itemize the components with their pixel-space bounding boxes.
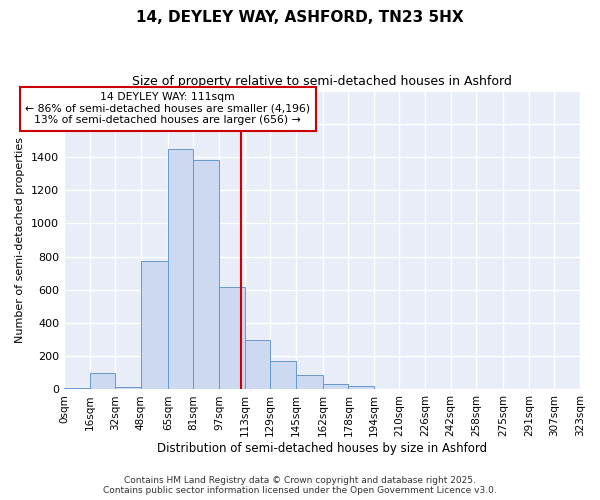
Bar	[374, 388, 400, 390]
Bar	[168, 148, 193, 390]
Text: 14, DEYLEY WAY, ASHFORD, TN23 5HX: 14, DEYLEY WAY, ASHFORD, TN23 5HX	[136, 10, 464, 25]
Text: Contains HM Land Registry data © Crown copyright and database right 2025.
Contai: Contains HM Land Registry data © Crown c…	[103, 476, 497, 495]
Bar	[245, 340, 270, 390]
Bar	[89, 373, 115, 390]
Y-axis label: Number of semi-detached properties: Number of semi-detached properties	[16, 137, 25, 343]
Bar	[140, 261, 168, 390]
Bar	[296, 376, 323, 390]
Text: 14 DEYLEY WAY: 111sqm
← 86% of semi-detached houses are smaller (4,196)
13% of s: 14 DEYLEY WAY: 111sqm ← 86% of semi-deta…	[25, 92, 310, 126]
Bar	[64, 388, 89, 390]
Bar	[270, 361, 296, 390]
Bar	[349, 386, 374, 390]
Bar	[193, 160, 219, 390]
X-axis label: Distribution of semi-detached houses by size in Ashford: Distribution of semi-detached houses by …	[157, 442, 487, 455]
Bar	[115, 387, 140, 390]
Bar	[323, 384, 349, 390]
Bar	[219, 288, 245, 390]
Title: Size of property relative to semi-detached houses in Ashford: Size of property relative to semi-detach…	[132, 75, 512, 88]
